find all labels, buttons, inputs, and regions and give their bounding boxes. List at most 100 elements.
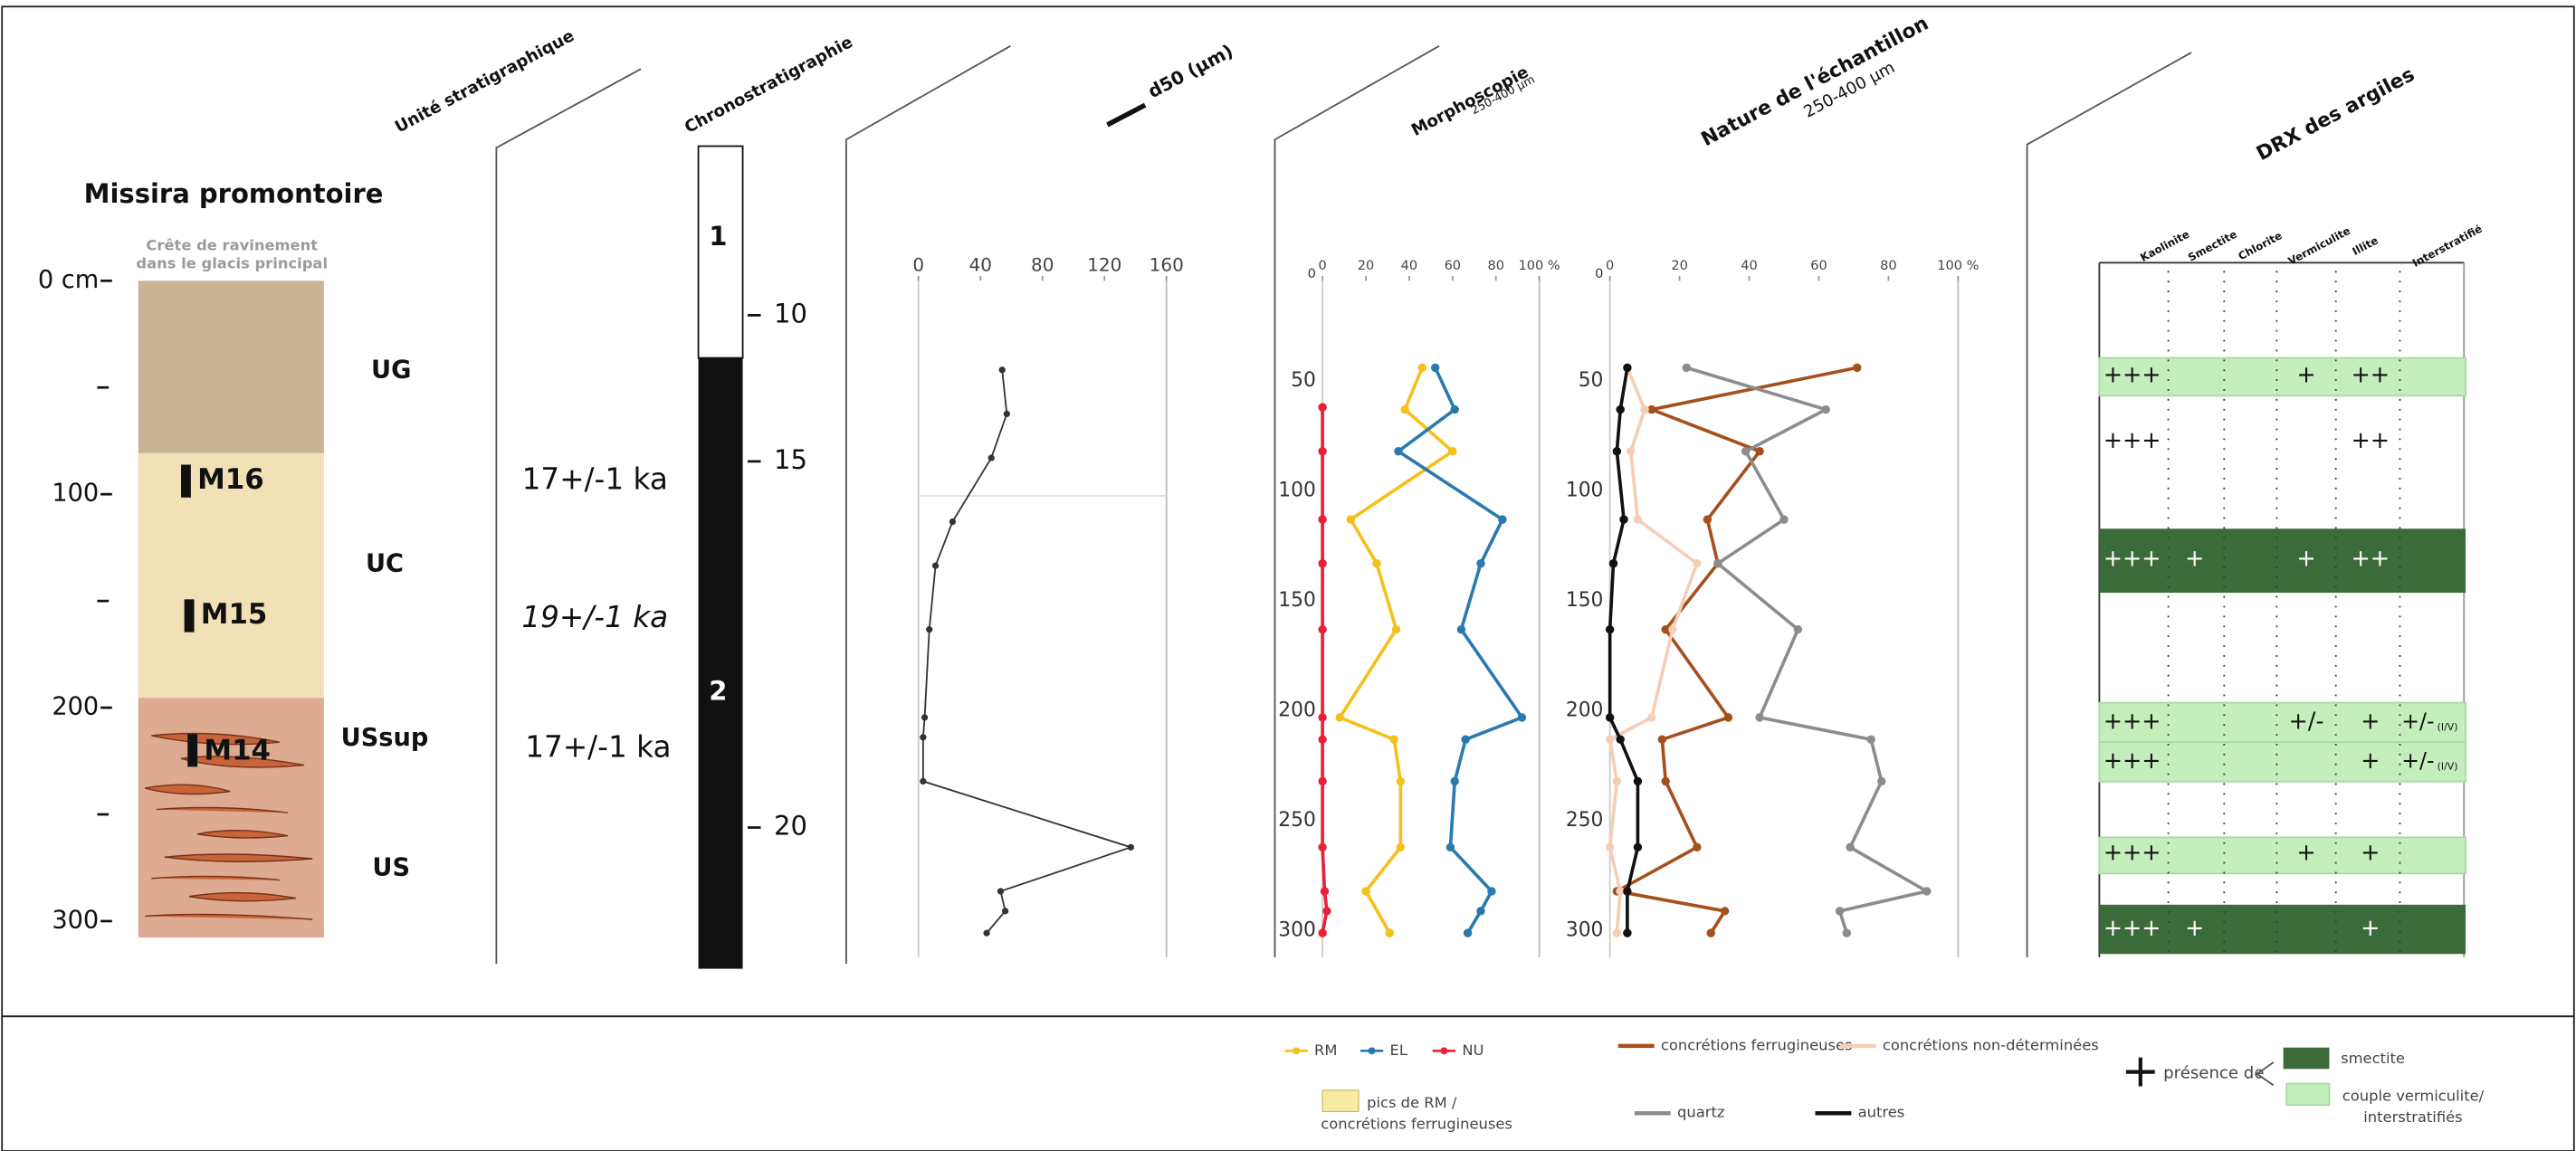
series-point (1657, 735, 1667, 744)
series-point (1842, 928, 1851, 937)
series-point (1318, 559, 1327, 568)
drx-band (2098, 741, 2466, 783)
column-header: Morphoscopie (1408, 62, 1531, 140)
series-point (1487, 887, 1496, 896)
series-point (1612, 928, 1622, 937)
drx-cell: +++ (2104, 426, 2161, 453)
series-point (1623, 363, 1632, 373)
series-point (1755, 713, 1764, 722)
drx-cell: +++ (2104, 545, 2161, 572)
series-point (1922, 887, 1932, 896)
drx-cell: + (2361, 707, 2380, 734)
y-tick-label: 200 (1566, 699, 1604, 722)
drx-column: Illite (2351, 233, 2380, 258)
series-point (1612, 776, 1622, 786)
series-point (921, 714, 929, 721)
series-point (1450, 404, 1459, 414)
series-point (1723, 713, 1733, 722)
series-point (1320, 887, 1330, 896)
x-tick-label: 0 (912, 253, 924, 275)
series-point (1361, 887, 1370, 896)
series-point (1389, 735, 1398, 744)
series-point (1372, 559, 1381, 568)
series-point (1793, 624, 1803, 634)
series-point (1693, 842, 1702, 852)
series-line (1321, 407, 1329, 934)
series-point (1318, 842, 1327, 852)
series-point (1693, 559, 1702, 568)
series-point (1661, 624, 1670, 634)
series-point (1612, 447, 1622, 456)
series-point (1346, 515, 1355, 524)
layer-ug (138, 281, 324, 453)
log-subtitle: dans le glacis principal (136, 255, 328, 272)
series-point (1668, 624, 1677, 634)
series-point (1448, 447, 1457, 456)
x-tick-label: 40 (1401, 259, 1417, 273)
series-point (920, 777, 927, 785)
drx-column: Kaolinite (2138, 228, 2191, 264)
series-point (1605, 735, 1615, 744)
sample-markers (180, 464, 198, 767)
legend-label: quartz (1677, 1104, 1724, 1121)
legend-swatch (1368, 1047, 1376, 1055)
series-point (1866, 735, 1875, 744)
series-point (1318, 928, 1327, 937)
series-point (1476, 907, 1485, 916)
depth-label: 300 (52, 906, 99, 934)
series-point (1476, 559, 1485, 568)
series-point (1127, 843, 1134, 851)
y-tick-label: 200 (1278, 699, 1316, 722)
series-line (921, 369, 1134, 934)
drx-bands (2098, 357, 2466, 955)
series-point (987, 454, 995, 461)
legend-symbol: + (2121, 1044, 2160, 1098)
series-point (1682, 363, 1692, 373)
series-point (1616, 404, 1625, 414)
series-point (1706, 928, 1715, 937)
drx-separators (2167, 271, 2401, 957)
legend-label: concrétions ferrugineuses (1661, 1036, 1853, 1053)
drx-cell: +++ (2104, 361, 2161, 388)
series-point (1517, 713, 1527, 722)
series-point (1633, 776, 1643, 786)
legend-swatch (1293, 1047, 1301, 1055)
drx-cell: +++ (2104, 707, 2161, 734)
series-point (1318, 515, 1327, 524)
series-point (1846, 842, 1855, 852)
legend-frame (1, 1015, 2575, 1151)
series-line (1608, 366, 1699, 934)
unit-label: US (372, 853, 410, 881)
series-line (1337, 366, 1455, 935)
x-tick-label: 100 % (1937, 259, 1979, 273)
series-point (1456, 624, 1466, 634)
x-tick-label: 80 (1487, 259, 1503, 273)
x-tick-label: 160 (1150, 253, 1184, 275)
drx-cell: +++ (2104, 839, 2161, 866)
legend-label: RM (1314, 1042, 1337, 1059)
series-point (1647, 713, 1656, 722)
drx-band (2099, 528, 2466, 594)
chrono-tick-label: 20 (774, 811, 807, 842)
series-point (1623, 887, 1632, 896)
series-point (998, 366, 1006, 374)
y-tick-label: 0 (1595, 267, 1603, 281)
column-header: DRX des argiles (2253, 63, 2419, 166)
column-header: d50 (µm) (1144, 40, 1236, 102)
legend-swatch (2283, 1047, 2330, 1070)
series-point (931, 562, 940, 569)
drx-cell: +/- (2401, 747, 2434, 773)
y-tick-label: 250 (1566, 809, 1604, 832)
unit-label: UC (366, 550, 404, 578)
lenses (144, 732, 313, 920)
series-point (1400, 404, 1409, 414)
series-point (997, 888, 1005, 895)
series-point (1463, 928, 1473, 937)
series-point (1391, 624, 1401, 634)
drx-cell: + (2296, 839, 2315, 866)
age-label: 19+/-1 ka (521, 600, 668, 634)
series-point (949, 518, 957, 526)
x-tick-label: 20 (1358, 259, 1374, 273)
drx-cell: ++ (2352, 545, 2390, 572)
